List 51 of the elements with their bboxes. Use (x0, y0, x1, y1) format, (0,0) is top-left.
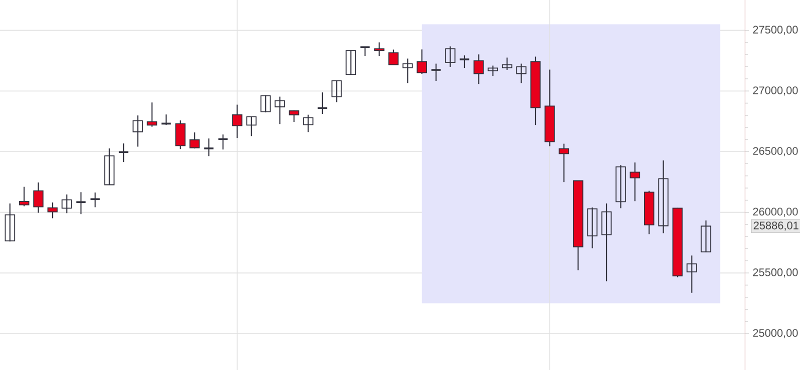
candlestick (346, 50, 356, 76)
candlestick (332, 80, 342, 103)
y-tick-label: 27000,00 (753, 86, 798, 96)
candlestick (232, 104, 242, 139)
candlestick (118, 142, 130, 163)
candlestick (217, 134, 229, 150)
candlestick (445, 46, 456, 68)
candlestick (4, 202, 16, 242)
candlestick (502, 57, 512, 71)
candlestick (203, 138, 214, 157)
candlestick (686, 254, 697, 294)
text: 25886,01 (754, 222, 798, 231)
candlestick (316, 92, 328, 115)
candlestick (700, 220, 712, 253)
candlestick (474, 54, 484, 85)
candlestick (19, 186, 30, 207)
candlestick (388, 49, 399, 66)
candlestick (587, 206, 598, 249)
candlestick (616, 164, 626, 209)
candlestick (658, 160, 668, 234)
candlestick (458, 54, 470, 69)
candlestick (630, 162, 640, 202)
y-tick-label: 25000,00 (753, 329, 798, 338)
candlestick (558, 143, 570, 183)
candlestick (430, 63, 442, 82)
candlestick (402, 58, 413, 84)
candlestick (146, 102, 158, 128)
candlestick (33, 182, 44, 214)
candlestick (303, 114, 314, 133)
candlestick (359, 46, 371, 57)
candlestick (75, 192, 87, 215)
candlestick (104, 148, 115, 186)
candlestick (246, 116, 257, 137)
candlestick (62, 194, 72, 214)
candlestick (260, 94, 271, 113)
candlestick (488, 65, 498, 77)
candlestick (516, 63, 526, 84)
candlestick (274, 96, 285, 125)
candlestick (132, 114, 143, 148)
candlestick (90, 192, 101, 208)
candlestick (374, 42, 384, 57)
y-tick-label: 27500,00 (753, 26, 798, 35)
candlestick (189, 132, 200, 149)
candlestick (160, 114, 172, 126)
candlestick (416, 48, 428, 75)
y-tick-label: 26000,00 (753, 208, 798, 217)
candlestick (601, 202, 612, 282)
candlestick (175, 120, 186, 150)
y-tick-label: 26500,00 (753, 147, 798, 156)
candlestick (47, 202, 58, 219)
y-tick-label: 25500,00 (753, 268, 798, 278)
